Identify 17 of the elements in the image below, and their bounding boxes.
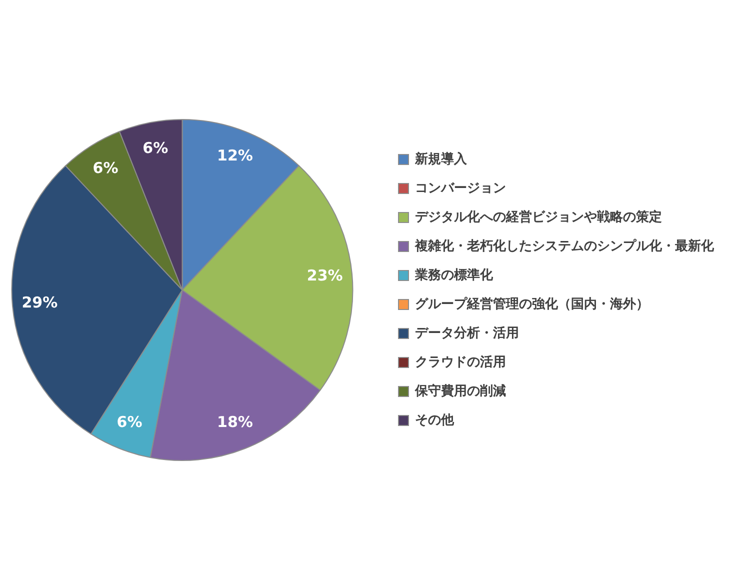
legend-label: グループ経営管理の強化（国内・海外）: [415, 296, 649, 312]
legend-label: 複雑化・老朽化したシステムのシンプル化・最新化: [414, 238, 715, 254]
legend-label: 新規導入: [414, 150, 468, 167]
data-label: 18%: [217, 413, 253, 432]
legend-label: コンバージョン: [415, 180, 506, 196]
data-label: 29%: [22, 293, 58, 312]
legend-label: データ分析・活用: [415, 326, 519, 341]
legend-label: 保守費用の削減: [414, 382, 506, 399]
data-label: 6%: [142, 139, 168, 158]
data-label: 23%: [306, 266, 343, 284]
legend-label: デジタル化への経営ビジョンや戦略の策定: [415, 208, 662, 225]
data-label: 6%: [92, 158, 118, 177]
data-label: 6%: [116, 413, 142, 432]
legend-label: 業務の標準化: [414, 268, 494, 283]
legend-label: クラウドの活用: [415, 354, 506, 370]
legend-label: その他: [415, 412, 455, 428]
data-label: 12%: [217, 146, 253, 165]
